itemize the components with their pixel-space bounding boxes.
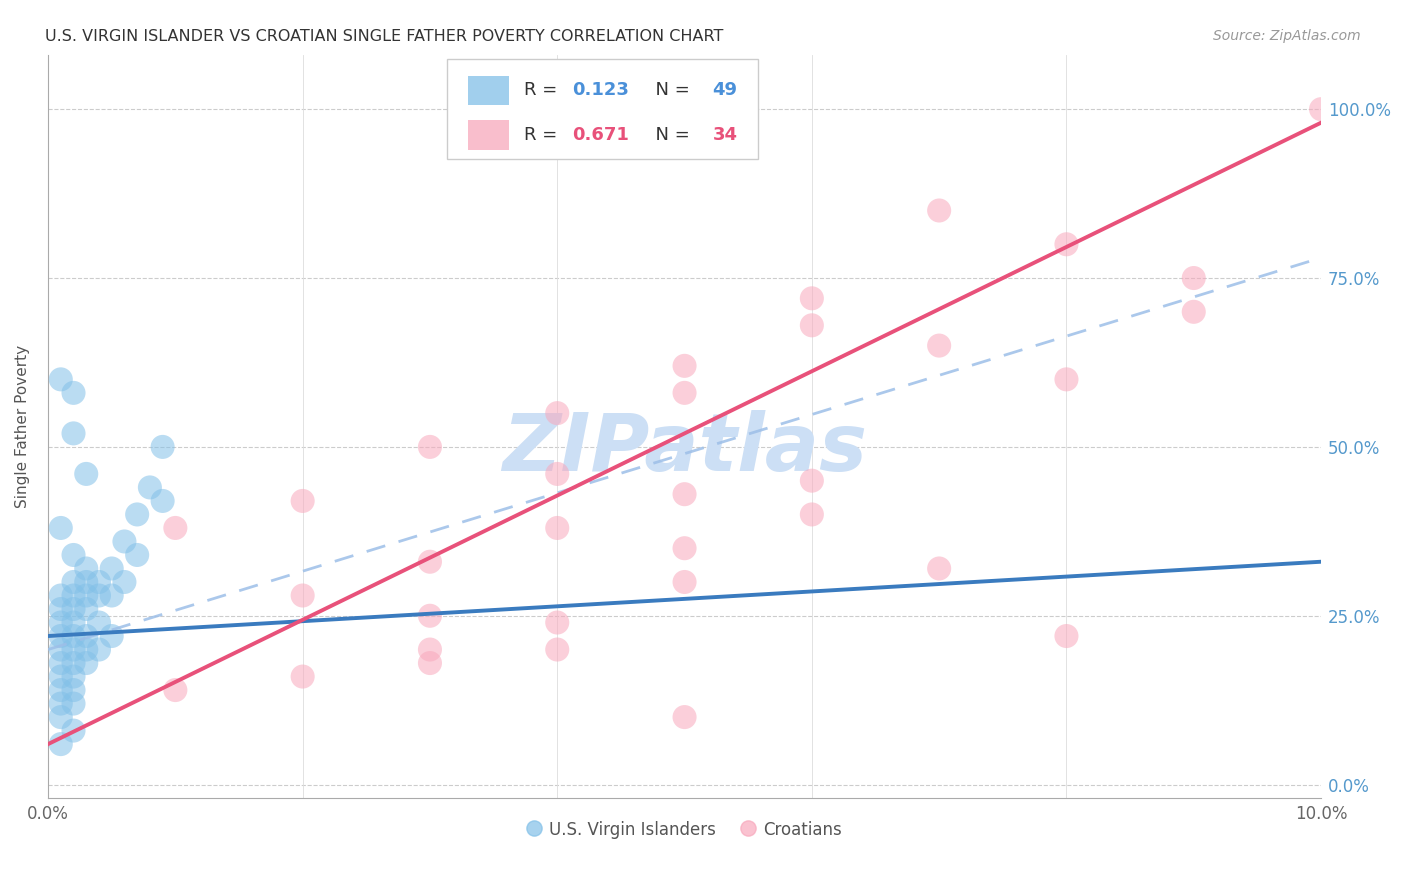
Point [75,467,97,481]
Point [49,521,72,535]
Point [62,642,84,657]
Point [928,203,950,218]
Point [165,521,187,535]
Point [100,629,122,643]
Point [62,697,84,711]
Point [800,291,823,305]
Point [673,574,696,589]
Point [1182,271,1205,285]
Point [62,615,84,630]
Point [546,642,568,657]
FancyBboxPatch shape [447,59,758,159]
Point [100,561,122,575]
Point [152,494,174,508]
FancyBboxPatch shape [468,76,509,105]
Point [419,555,441,569]
Point [49,372,72,386]
Text: 34: 34 [713,126,738,144]
Point [62,602,84,616]
Point [546,467,568,481]
Point [800,508,823,522]
Point [49,683,72,698]
Point [49,669,72,683]
Point [75,656,97,670]
Text: 0.123: 0.123 [572,81,630,99]
Point [1182,305,1205,319]
Point [114,574,136,589]
Point [49,656,72,670]
Point [1056,629,1078,643]
Point [62,656,84,670]
Point [546,615,568,630]
Point [1056,372,1078,386]
Point [87,615,110,630]
Point [1056,237,1078,252]
Point [291,589,314,603]
Point [800,318,823,333]
Point [62,426,84,441]
Point [114,534,136,549]
Point [49,602,72,616]
Point [127,508,149,522]
Point [75,602,97,616]
Legend: U.S. Virgin Islanders, Croatians: U.S. Virgin Islanders, Croatians [520,814,848,846]
Point [75,642,97,657]
Point [62,683,84,698]
Point [49,629,72,643]
Point [62,548,84,562]
Text: 49: 49 [713,81,738,99]
Text: N =: N = [644,81,696,99]
Point [673,359,696,373]
Text: 0.671: 0.671 [572,126,630,144]
Point [546,406,568,420]
Point [87,574,110,589]
Point [49,642,72,657]
Point [419,608,441,623]
Point [800,474,823,488]
Text: ZIPatlas: ZIPatlas [502,410,868,488]
Point [291,669,314,683]
Point [928,561,950,575]
Point [100,589,122,603]
Point [49,615,72,630]
Point [62,574,84,589]
Point [127,548,149,562]
FancyBboxPatch shape [468,120,509,150]
Text: N =: N = [644,126,696,144]
Point [1310,102,1333,116]
Point [75,561,97,575]
Text: U.S. VIRGIN ISLANDER VS CROATIAN SINGLE FATHER POVERTY CORRELATION CHART: U.S. VIRGIN ISLANDER VS CROATIAN SINGLE … [45,29,723,44]
Y-axis label: Single Father Poverty: Single Father Poverty [15,345,30,508]
Point [87,589,110,603]
Point [165,683,187,698]
Point [546,521,568,535]
Point [152,440,174,454]
Point [49,737,72,751]
Text: Source: ZipAtlas.com: Source: ZipAtlas.com [1213,29,1361,43]
Point [62,723,84,738]
Point [62,669,84,683]
Point [75,574,97,589]
Point [673,710,696,724]
Point [62,629,84,643]
Text: R =: R = [524,126,564,144]
Point [139,480,162,494]
Point [291,494,314,508]
Point [75,629,97,643]
Point [62,385,84,400]
Point [49,710,72,724]
Point [419,642,441,657]
Point [49,697,72,711]
Point [419,656,441,670]
Text: R =: R = [524,81,564,99]
Point [75,589,97,603]
Point [62,589,84,603]
Point [673,385,696,400]
Point [49,589,72,603]
Point [673,541,696,556]
Point [419,440,441,454]
Point [673,487,696,501]
Point [87,642,110,657]
Point [928,338,950,352]
